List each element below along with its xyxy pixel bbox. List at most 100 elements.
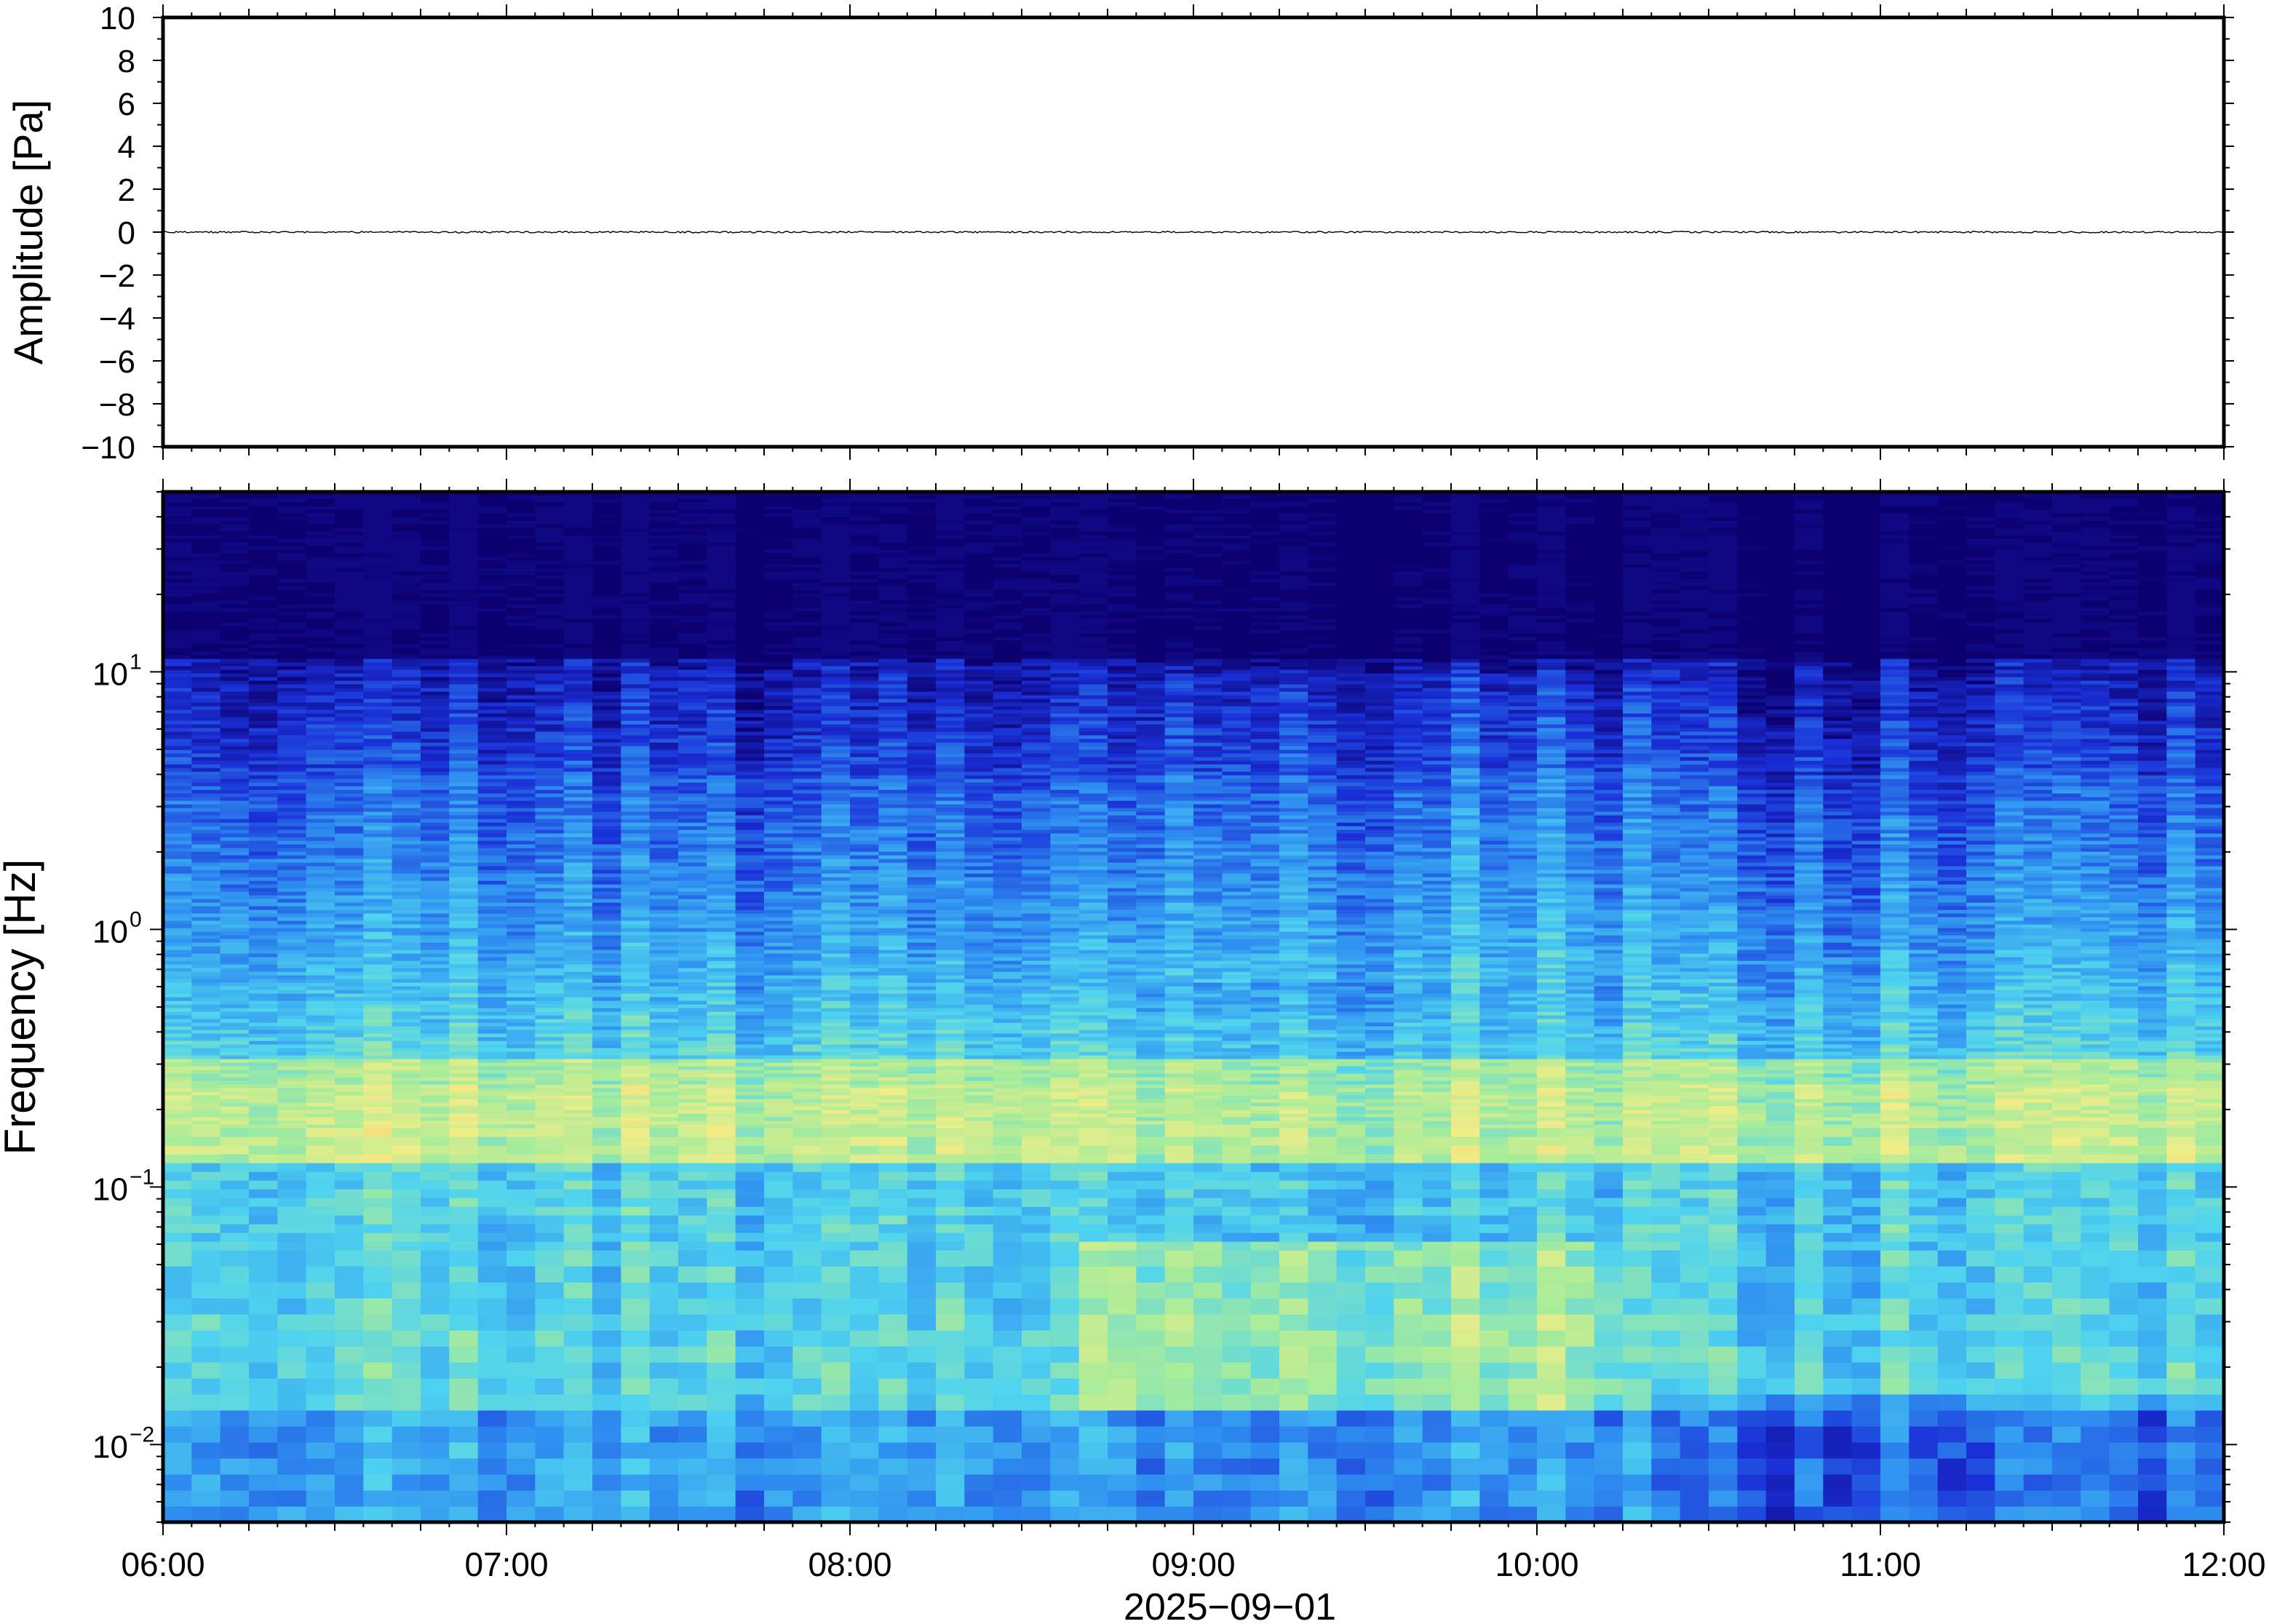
spectrogram-cell — [449, 658, 479, 663]
spectrogram-cell — [449, 1224, 479, 1233]
spectrogram-cell — [220, 1091, 250, 1096]
spectrogram-cell — [163, 1044, 192, 1048]
spectrogram-cell — [449, 578, 479, 583]
spectrogram-cell — [621, 1506, 651, 1523]
spectrogram-cell — [707, 608, 736, 612]
spectrogram-cell — [477, 528, 507, 532]
spectrogram-cell — [191, 768, 221, 772]
spectrogram-cell — [363, 924, 393, 928]
spectrogram-cell — [421, 1346, 450, 1363]
spectrogram-cell — [249, 1426, 278, 1443]
spectrogram-cell — [764, 1080, 793, 1085]
spectrogram-cell — [821, 757, 851, 761]
spectrogram-cell — [792, 1410, 822, 1427]
spectrogram-cell — [421, 742, 450, 747]
spectrogram-cell — [735, 1442, 765, 1459]
spectrogram-cell — [792, 626, 822, 630]
spectrogram-cell — [392, 837, 421, 841]
spectrogram-cell — [163, 517, 192, 521]
spectrogram-cell — [506, 833, 536, 837]
spectrogram-cell — [764, 597, 793, 601]
spectrogram-cell — [707, 789, 736, 794]
spectrogram-cell — [535, 666, 565, 670]
spectrogram-cell — [707, 622, 736, 626]
spectrogram-cell — [449, 600, 479, 605]
spectrogram-cell — [563, 1241, 593, 1251]
spectrogram-cell — [477, 538, 507, 543]
spectrogram-cell — [678, 1224, 707, 1233]
spectrogram-cell — [392, 506, 421, 510]
spectrogram-cell — [249, 1000, 278, 1005]
spectrogram-cell — [792, 753, 822, 757]
spectrogram-cell — [277, 815, 307, 819]
spectrogram-cell — [191, 1084, 221, 1088]
spectrogram-cell — [363, 520, 393, 525]
spectrogram-cell — [563, 648, 593, 652]
spectrogram-cell — [421, 1474, 450, 1491]
spectrogram-cell — [592, 1095, 621, 1099]
spectrogram-cell — [163, 1102, 192, 1107]
spectrogram-cell — [249, 746, 278, 750]
spectrogram-cell — [735, 1015, 765, 1019]
spectrogram-cell — [621, 542, 651, 546]
spectrogram-cell — [707, 931, 736, 936]
spectrogram-cell — [678, 720, 707, 725]
spectrogram-cell — [592, 666, 621, 670]
spectrogram-cell — [735, 706, 765, 710]
spectrogram-cell — [392, 1241, 421, 1251]
spectrogram-cell — [821, 695, 851, 699]
spectrogram-cell — [421, 542, 450, 546]
spectrogram-cell — [363, 691, 393, 696]
spectrogram-cell — [335, 568, 364, 572]
spectrogram-cell — [621, 1048, 651, 1052]
spectrogram-cell — [335, 811, 364, 816]
spectrogram-cell — [363, 742, 393, 747]
spectrogram-cell — [764, 1008, 793, 1012]
spectrogram-cell — [335, 724, 364, 728]
spectrogram-cell — [477, 1410, 507, 1427]
spectrogram-cell — [249, 1055, 278, 1059]
spectrogram-cell — [506, 586, 536, 590]
spectrogram-cell — [535, 968, 565, 972]
spectrogram-cell — [421, 1206, 450, 1216]
spectrogram-cell — [592, 575, 621, 579]
spectrogram-cell — [506, 811, 536, 816]
spectrogram-cell — [792, 968, 822, 972]
spectrogram-cell — [707, 866, 736, 870]
spectrogram-cell — [421, 677, 450, 681]
spectrogram-cell — [277, 1015, 307, 1019]
spectrogram-cell — [850, 1066, 879, 1070]
spectrogram-cell — [678, 622, 707, 626]
spectrogram-cell — [649, 502, 679, 506]
spectrogram-cell — [477, 1314, 507, 1331]
spectrogram-cell — [421, 597, 450, 601]
spectrogram-cell — [163, 822, 192, 827]
spectrogram-cell — [392, 724, 421, 728]
spectrogram-cell — [363, 633, 393, 637]
spectrogram-cell — [764, 866, 793, 870]
spectrogram-cell — [707, 1026, 736, 1030]
spectrogram-cell — [277, 662, 307, 666]
spectrogram-cell — [850, 1506, 879, 1523]
spectrogram-cell — [649, 979, 679, 983]
spectrogram-cell — [792, 1298, 822, 1315]
spectrogram-cell — [535, 731, 565, 736]
spectrogram-cell — [449, 1070, 479, 1074]
spectrogram-cell — [335, 546, 364, 550]
spectrogram-cell — [277, 1298, 307, 1315]
spectrogram-cell — [506, 1106, 536, 1110]
spectrogram-cell — [764, 924, 793, 928]
spectrogram-cell — [792, 1124, 822, 1129]
spectrogram-cell — [249, 633, 278, 637]
spectrogram-cell — [421, 1163, 450, 1172]
spectrogram-cell — [506, 1117, 536, 1121]
spectrogram-cell — [421, 1095, 450, 1099]
spectrogram-cell — [764, 1030, 793, 1034]
spectrogram-cell — [764, 986, 793, 990]
spectrogram-cell — [621, 829, 651, 834]
spectrogram-cell — [506, 1059, 536, 1063]
spectrogram-cell — [592, 1106, 621, 1110]
spectrogram-cell — [792, 1099, 822, 1103]
spectrogram-cell — [764, 808, 793, 812]
spectrogram-cell — [821, 851, 851, 856]
